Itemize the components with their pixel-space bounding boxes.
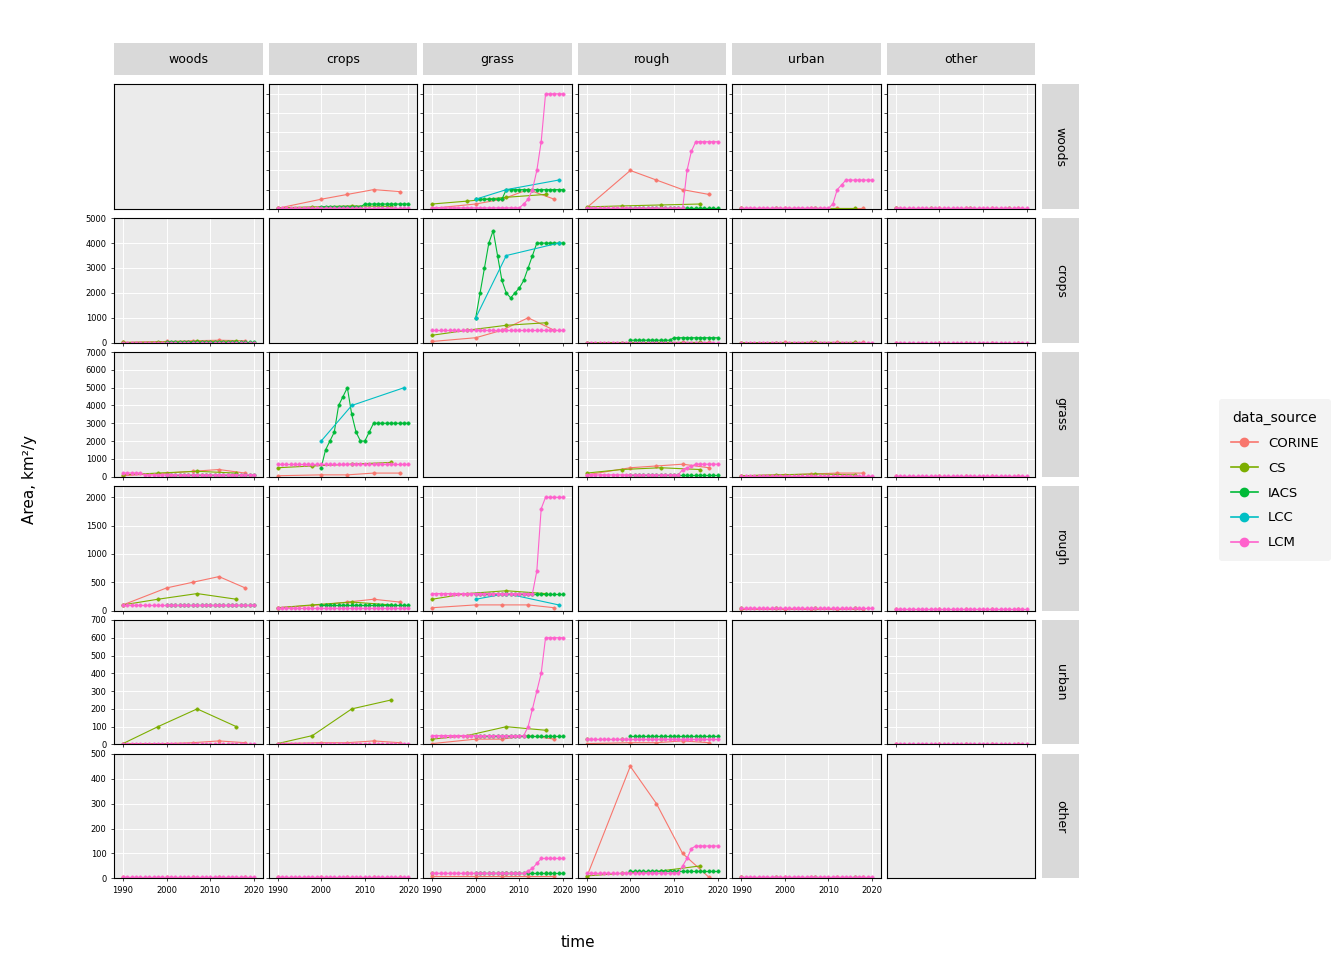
Text: other: other xyxy=(1054,800,1067,832)
Text: grass: grass xyxy=(1054,397,1067,431)
Text: time: time xyxy=(560,935,595,950)
Text: grass: grass xyxy=(481,53,515,65)
Text: urban: urban xyxy=(1054,664,1067,701)
Text: crops: crops xyxy=(1054,263,1067,298)
Legend: CORINE, CS, IACS, LCC, LCM: CORINE, CS, IACS, LCC, LCM xyxy=(1219,398,1331,562)
Text: woods: woods xyxy=(168,53,208,65)
Text: other: other xyxy=(945,53,978,65)
Text: crops: crops xyxy=(327,53,360,65)
Text: rough: rough xyxy=(1054,530,1067,566)
Text: woods: woods xyxy=(1054,127,1067,166)
Text: rough: rough xyxy=(634,53,671,65)
Text: urban: urban xyxy=(789,53,825,65)
Text: Area, km²/y: Area, km²/y xyxy=(22,436,38,524)
